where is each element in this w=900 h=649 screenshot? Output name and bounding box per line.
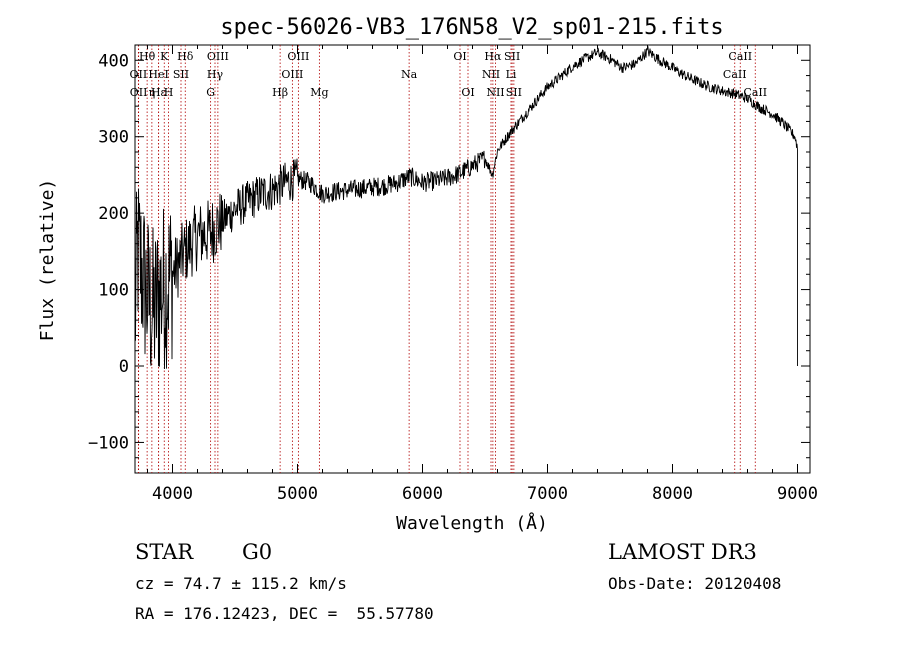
spectral-line-label: NII <box>486 86 504 99</box>
spectral-line-label: Hγ <box>207 68 224 81</box>
subclass: G0 <box>242 540 272 564</box>
chart-title: spec-56026-VB3_176N58_V2_sp01-215.fits <box>220 15 723 40</box>
spectral-line-label: OIII <box>207 50 229 63</box>
tick-labels: 4000 5000 6000 7000 8000 9000 −100 0 100 200 300 40… <box>88 51 818 504</box>
spectral-line-label: SII <box>173 68 189 81</box>
x-tick-label: 9000 <box>777 484 818 504</box>
spectral-line-label: η <box>149 86 156 99</box>
y-tick-label: 300 <box>98 128 129 148</box>
spectral-line-label: NII <box>482 68 500 81</box>
plot-frame <box>134 44 811 474</box>
spectral-line-label: K <box>160 50 169 63</box>
spectral-line-label: OI <box>461 86 474 99</box>
x-tick-label: 5000 <box>277 484 318 504</box>
survey-name: LAMOST DR3 <box>608 540 757 564</box>
spectral-line-markers <box>137 45 756 473</box>
spectral-line-label: OI <box>453 50 466 63</box>
x-tick-label: 7000 <box>527 484 568 504</box>
spectral-line-label: CaII <box>728 50 752 63</box>
spectral-line-label: Hε <box>151 86 167 99</box>
spectral-line-label: HeI <box>148 68 168 81</box>
y-tick-label: 200 <box>98 204 129 224</box>
spectral-line-label: H <box>164 86 174 99</box>
spectral-line-label: OIII <box>281 68 303 81</box>
spectral-line-labels: Hθ OII OII Hε K HeI η H SII Hδ OIII Hγ G Hβ OIII OIII Mg… <box>130 50 768 99</box>
spectral-line-label: OIII <box>287 50 309 63</box>
x-tick-label: 8000 <box>652 484 693 504</box>
spectral-line-label: Hα <box>484 50 502 63</box>
spectral-line-label: CaII <box>723 68 747 81</box>
spectral-line-label: Hθ <box>139 50 156 63</box>
spectral-line-label: Hβ <box>272 86 288 99</box>
spectral-line-label: Hδ <box>177 50 194 63</box>
spectral-line-label: SII <box>504 50 520 63</box>
y-tick-label: 400 <box>98 51 129 71</box>
x-tick-label: 6000 <box>402 484 443 504</box>
obs-date: Obs-Date: 20120408 <box>608 574 781 593</box>
y-tick-label: 0 <box>119 357 129 377</box>
spectral-line-label: Mg <box>310 86 328 99</box>
flux-series-line <box>134 45 798 370</box>
y-tick-label: −100 <box>88 433 129 453</box>
coordinates: RA = 176.12423, DEC = 55.57780 <box>135 604 434 623</box>
x-tick-label: 4000 <box>152 484 193 504</box>
redshift-value: cz = 74.7 ± 115.2 km/s <box>135 574 347 593</box>
spectral-line-label: Li <box>506 68 517 81</box>
y-axis-label: Flux (relative) <box>37 179 58 342</box>
spectral-line-label: SII <box>506 86 522 99</box>
x-axis-label: Wavelength (Å) <box>396 512 548 534</box>
spectral-line-label: G <box>206 86 215 99</box>
spectral-line-label: Na <box>401 68 418 81</box>
spectral-line-label: OII <box>130 68 148 81</box>
object-class: STAR <box>135 540 194 564</box>
y-tick-label: 100 <box>98 281 129 301</box>
spectral-line-label: OII <box>130 86 148 99</box>
axis-ticks <box>135 44 810 473</box>
